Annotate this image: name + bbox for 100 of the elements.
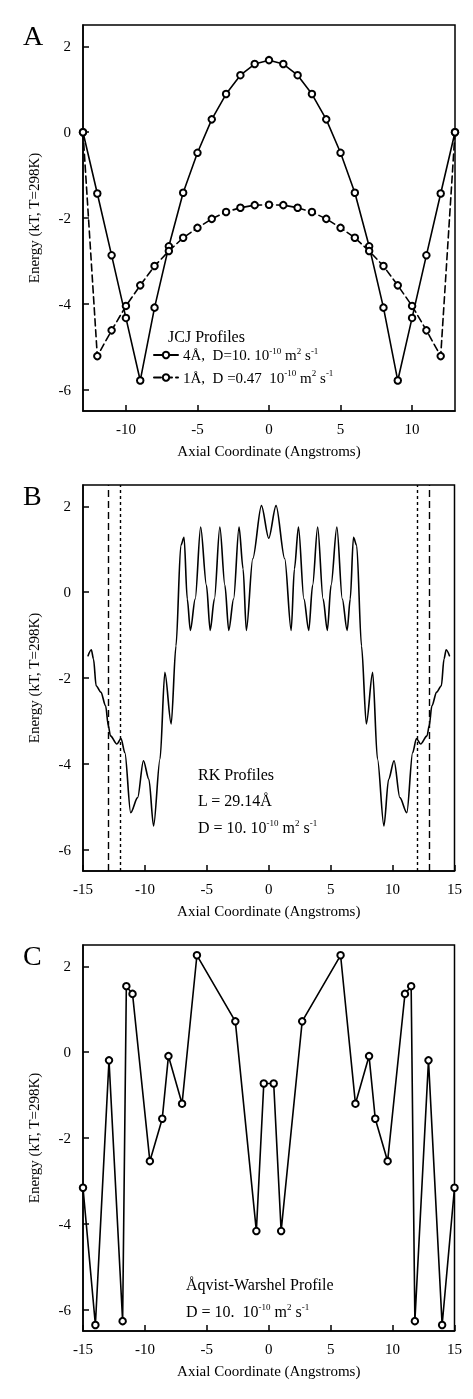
x-tick-label: -10	[115, 420, 136, 437]
point	[221, 89, 231, 99]
point	[351, 1099, 360, 1108]
y-axis-title: Energy (kT, T=298K)	[25, 1072, 43, 1204]
x-tick-label: 0	[265, 1340, 273, 1357]
y-tick-label: 0	[63, 124, 71, 141]
point	[321, 214, 331, 224]
y-tick-label: 2	[63, 38, 71, 55]
point	[297, 1017, 307, 1026]
x-tick-label: 10	[385, 880, 401, 897]
point	[259, 1079, 269, 1088]
point	[145, 1156, 155, 1166]
point	[379, 261, 388, 271]
point	[121, 301, 131, 311]
point	[128, 989, 137, 999]
point	[236, 203, 245, 212]
point	[264, 55, 274, 65]
point	[164, 246, 174, 256]
point	[410, 1316, 420, 1326]
point	[400, 989, 410, 999]
point	[135, 376, 145, 385]
point	[93, 189, 102, 198]
x-tick-label: -10	[134, 1340, 155, 1357]
point	[107, 251, 116, 260]
x-tick-label: 0	[265, 420, 273, 437]
x-axis-title: Axial Coordinate (Angstroms)	[177, 1362, 361, 1380]
point	[383, 1156, 392, 1166]
point	[135, 281, 145, 290]
x-tick-label: 10	[404, 420, 420, 437]
point	[178, 188, 188, 197]
point	[407, 313, 417, 323]
point	[350, 188, 360, 197]
point	[207, 214, 217, 224]
point	[107, 326, 116, 335]
x-tick-label: -5	[200, 880, 214, 897]
point	[192, 951, 202, 960]
point	[122, 981, 131, 991]
point	[252, 1226, 261, 1236]
point	[364, 1051, 374, 1061]
y-tick-label: -4	[58, 755, 72, 772]
x-tick-label: 5	[326, 880, 335, 897]
chart-title: B	[23, 479, 42, 511]
point	[406, 981, 416, 991]
point	[336, 951, 345, 960]
point	[269, 1079, 278, 1088]
legend-title: JCJ Profiles	[168, 327, 245, 345]
y-tick-label: -6	[58, 381, 72, 398]
point	[250, 59, 259, 69]
point	[207, 115, 217, 124]
point	[91, 1320, 100, 1330]
point	[93, 351, 102, 361]
y-tick-label: 2	[63, 958, 71, 975]
point	[336, 148, 345, 158]
y-tick-label: -2	[58, 670, 71, 686]
point	[164, 1051, 173, 1061]
point	[437, 1320, 447, 1330]
x-tick-label: 5	[336, 420, 345, 437]
y-tick-label: -4	[58, 295, 72, 312]
point	[350, 233, 360, 242]
point	[236, 70, 245, 80]
x-tick-label: 15	[447, 880, 462, 897]
point	[424, 1056, 433, 1065]
y-tick-label: -6	[58, 841, 72, 858]
y-tick-label: -2	[58, 1130, 71, 1146]
point	[150, 303, 159, 312]
y-axis-title: Energy (kT, T=298K)	[25, 612, 43, 744]
x-tick-label: 5	[326, 1340, 335, 1357]
y-tick-label: 0	[63, 1044, 71, 1061]
y-tick-label: -2	[58, 210, 71, 226]
point	[118, 1316, 127, 1326]
point	[279, 200, 288, 210]
point	[193, 148, 202, 158]
point	[307, 89, 317, 99]
point	[231, 1017, 240, 1026]
y-tick-label: -6	[58, 1301, 72, 1318]
point	[379, 303, 388, 312]
point	[307, 207, 317, 217]
point	[158, 1114, 167, 1123]
x-tick-label: -10	[134, 880, 155, 897]
y-tick-label: -4	[58, 1215, 72, 1232]
chart-title: A	[23, 19, 44, 51]
point	[264, 200, 274, 209]
point	[279, 59, 288, 69]
x-tick-label: -5	[191, 420, 204, 437]
x-tick-label: 0	[265, 880, 273, 897]
point	[78, 1183, 88, 1192]
x-tick-label: -15	[73, 880, 93, 897]
point	[178, 233, 188, 242]
x-tick-label: 15	[447, 1340, 462, 1357]
point	[321, 115, 331, 124]
x-tick-label: -5	[200, 1340, 214, 1357]
point	[177, 1099, 187, 1108]
x-tick-label: 10	[385, 1340, 401, 1357]
y-tick-label: 2	[63, 498, 71, 515]
point	[407, 301, 417, 311]
point	[436, 351, 445, 361]
chart-title: C	[23, 939, 42, 971]
point	[121, 313, 131, 323]
x-axis-title: Axial Coordinate (Angstroms)	[177, 442, 361, 460]
x-tick-label: -15	[73, 1340, 93, 1357]
